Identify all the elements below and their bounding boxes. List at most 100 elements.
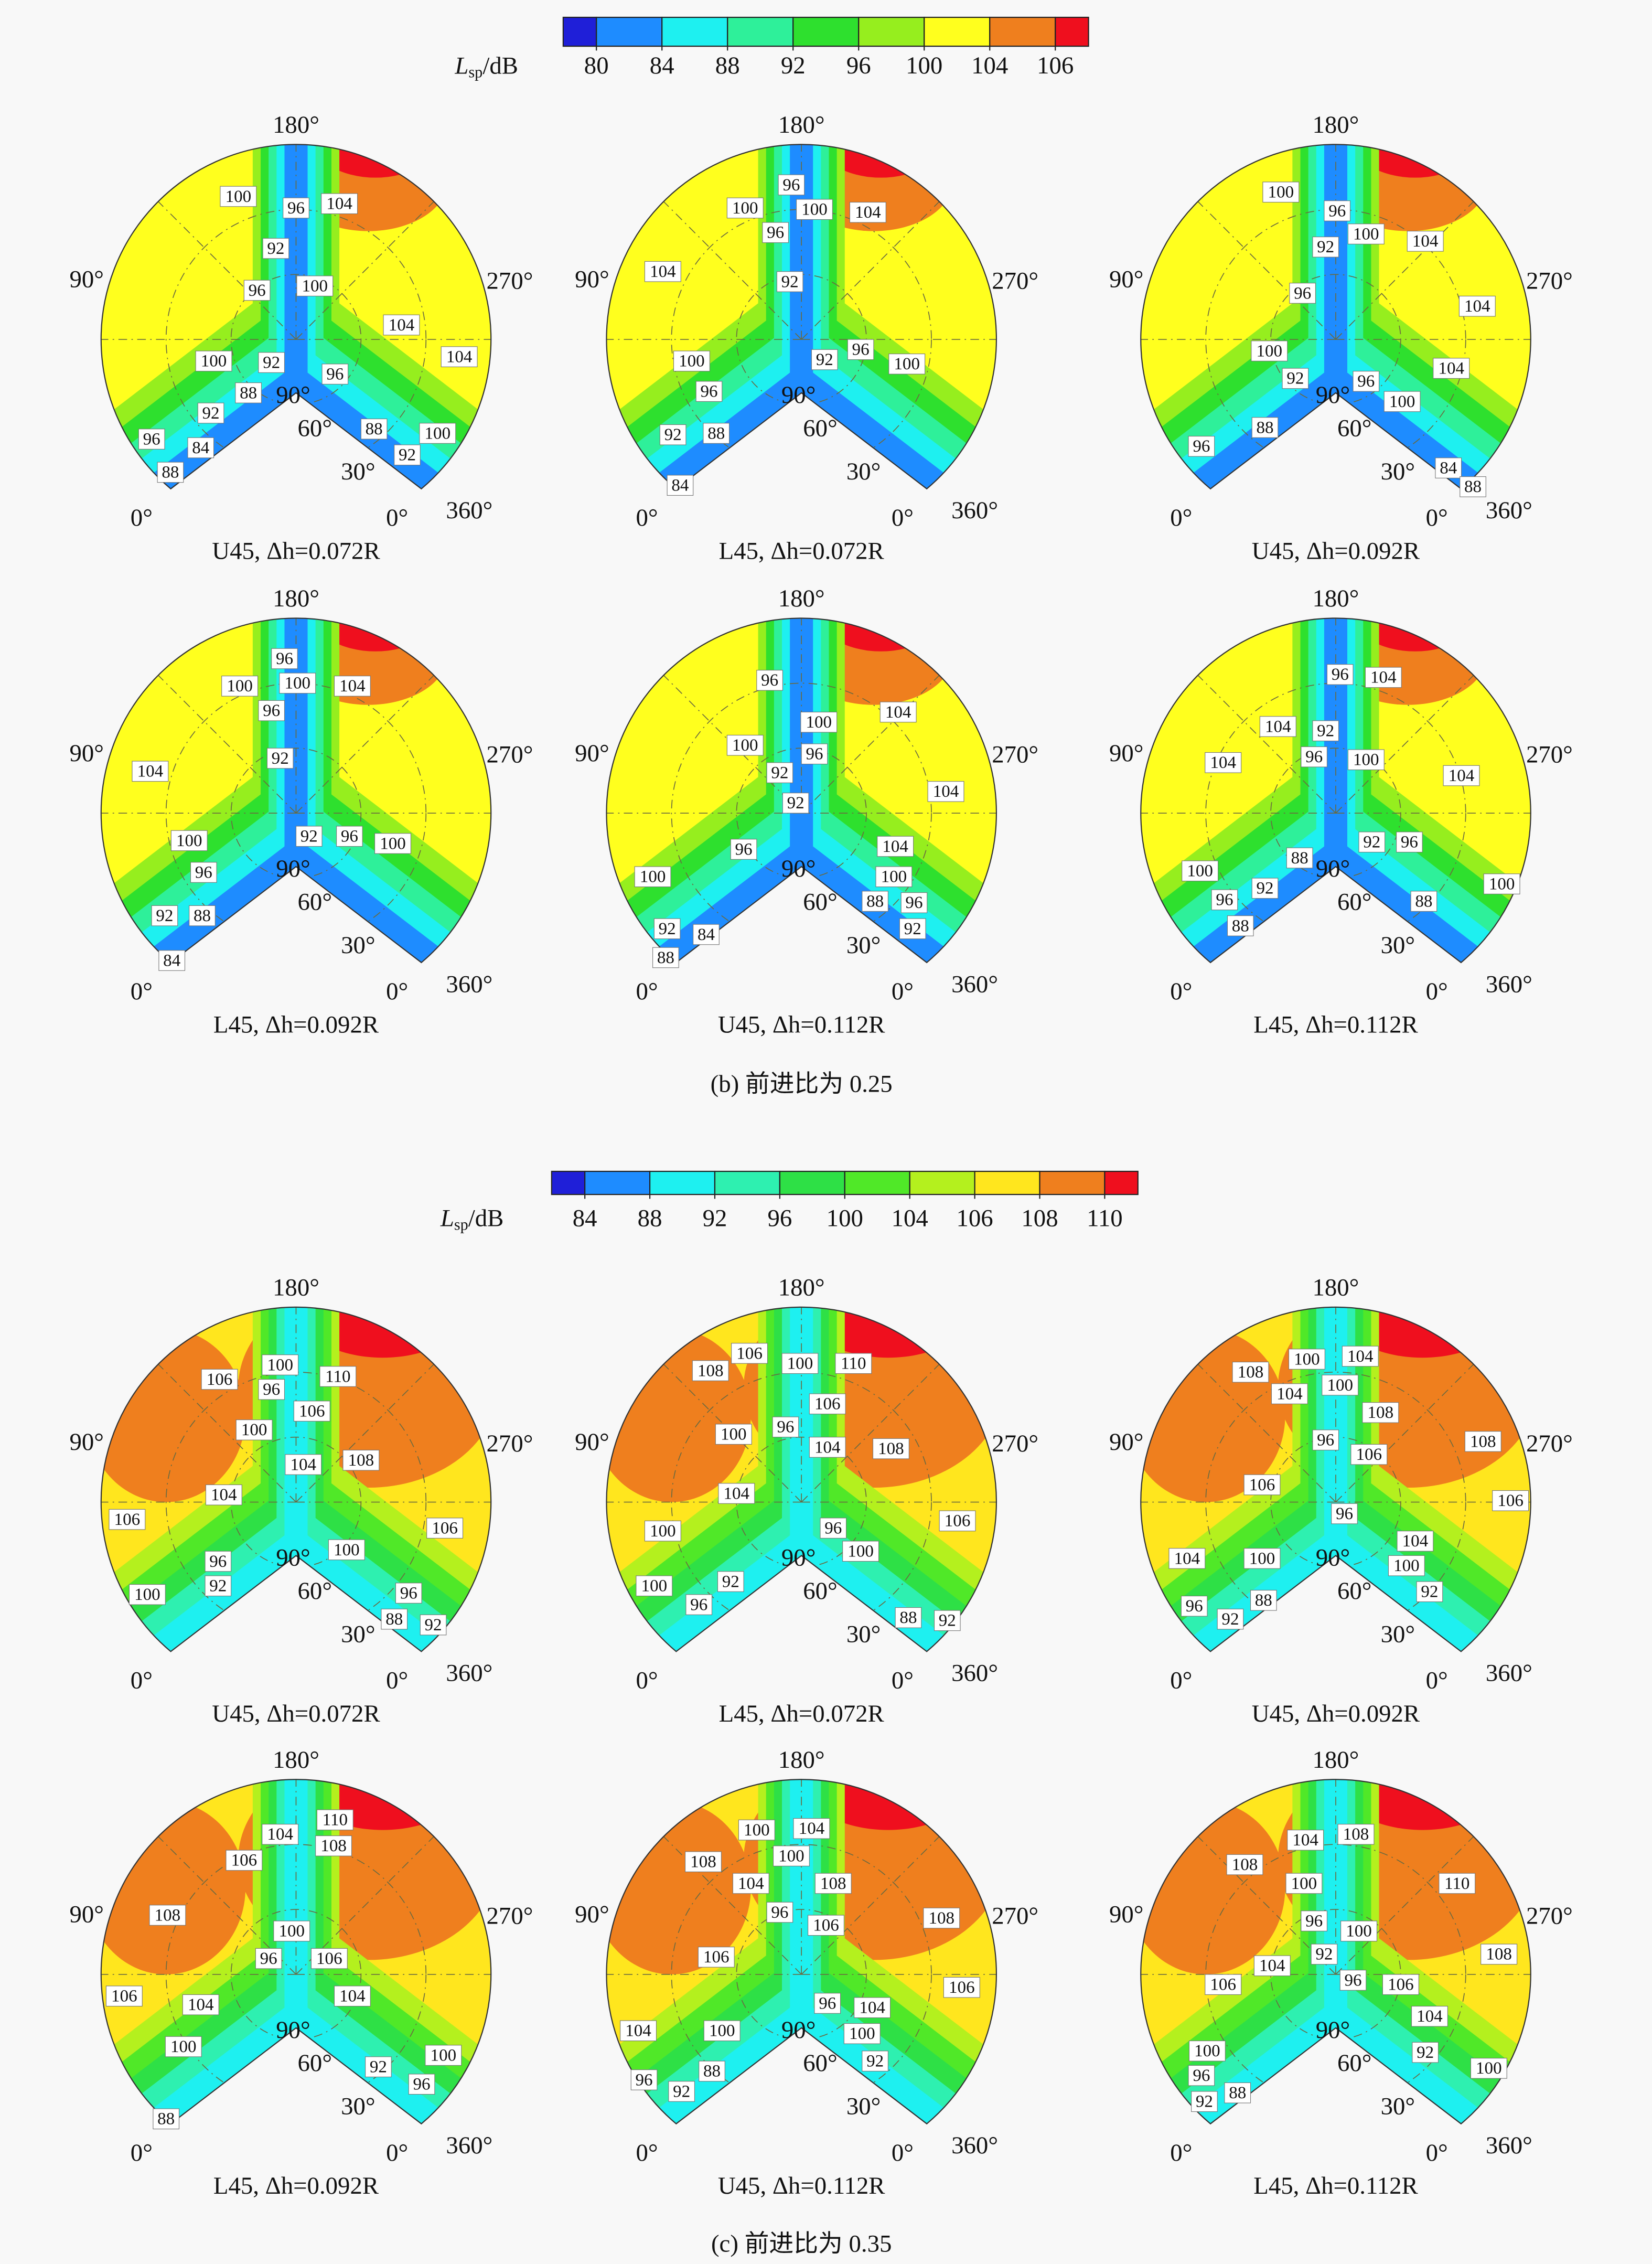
contour-label: 96 (1332, 665, 1349, 684)
angle-label: 90° (1109, 266, 1144, 293)
polar-grid (1335, 1364, 1474, 1503)
plot-title: U45, Δh=0.092R (1252, 537, 1420, 564)
contour-label-box (408, 2074, 435, 2095)
angle-label: 360° (1486, 1660, 1532, 1687)
angle-label: 0° (636, 1667, 658, 1694)
contour-label-box (673, 350, 710, 372)
contour-label-box (1362, 1402, 1399, 1423)
contour-label: 100 (801, 200, 828, 219)
contour-label: 108 (820, 1874, 846, 1893)
contour-label-box (684, 1851, 722, 1872)
contour-label: 88 (385, 1610, 403, 1629)
angle-label: 360° (446, 497, 492, 524)
contour-band (606, 1329, 751, 1502)
contour-label-box (693, 924, 720, 945)
polar-grid (671, 209, 932, 470)
contour-label: 96 (1401, 833, 1418, 852)
contour-label-box (849, 201, 886, 223)
contour-label: 106 (813, 1916, 839, 1935)
contour-label: 104 (137, 762, 164, 781)
contour-label: 100 (1353, 225, 1379, 243)
contour-label: 104 (1210, 753, 1236, 772)
contour-label-box (293, 1401, 330, 1422)
colorbar-tick-label: 96 (767, 1204, 792, 1232)
contour-label: 100 (1187, 862, 1213, 881)
angle-label: 90° (1316, 1544, 1350, 1571)
contour-label-box (766, 1902, 793, 1923)
contour-label-box (630, 2069, 658, 2090)
contour-label: 100 (894, 355, 920, 373)
contour-label-box (1492, 1490, 1529, 1511)
contour-label: 100 (721, 1425, 747, 1444)
angle-label: 60° (1337, 414, 1372, 442)
contour-label: 104 (1449, 766, 1475, 785)
colorbar-segment (1039, 1170, 1106, 1195)
contour-label: 104 (625, 2022, 651, 2041)
contour-label-box (1224, 2082, 1251, 2103)
contour-label: 100 (1327, 1376, 1353, 1395)
colorbar-segment (779, 1170, 845, 1195)
contour-label: 92 (722, 1572, 739, 1591)
contour-label-box (258, 1379, 285, 1400)
contour-label-box (847, 339, 874, 360)
contour-label: 100 (176, 831, 202, 850)
contour-label-box (766, 762, 793, 783)
contour-label-box (132, 761, 169, 782)
angle-label: 90° (69, 266, 104, 293)
colorbar-tick-label: 84 (650, 52, 674, 79)
label-symbol: L (440, 1204, 454, 1232)
contour-label: 100 (1353, 751, 1379, 770)
panel-caption: (c) 前进比为 0.35 (711, 2230, 892, 2257)
contour-label: 88 (366, 420, 383, 439)
angle-label: 180° (1312, 585, 1359, 612)
contour-label: 96 (761, 671, 778, 690)
contour-label-box (109, 1509, 146, 1530)
contour-label: 106 (432, 1519, 458, 1537)
angle-label: 0° (892, 2139, 914, 2166)
contour-label: 96 (819, 1994, 836, 2013)
contour-label-box (800, 711, 838, 733)
angle-label: 90° (1316, 855, 1350, 882)
colorbar-segment (844, 1170, 910, 1195)
contour-label-box (1243, 1474, 1281, 1496)
angle-label: 60° (803, 2049, 838, 2077)
contour-label-box (644, 1520, 681, 1542)
angle-label: 180° (273, 1746, 319, 1774)
contour-label: 96 (1186, 1597, 1203, 1616)
contour-label-box (809, 1437, 846, 1458)
plot-outline (606, 144, 997, 490)
angle-label: 0° (386, 2139, 408, 2166)
polar-grid (801, 1364, 940, 1503)
contour-label-box (1353, 371, 1380, 392)
contour-label: 88 (1291, 849, 1308, 868)
colorbar-segment (562, 16, 597, 47)
contour-band (101, 1801, 246, 1974)
angle-label: 90° (276, 855, 310, 882)
contour-label: 104 (814, 1438, 841, 1457)
contour-label-box (814, 1993, 841, 2014)
contour-label: 92 (263, 353, 280, 372)
contour-label-box (1382, 1974, 1419, 1995)
contour-label: 84 (671, 476, 689, 495)
contour-label-box (1251, 417, 1279, 438)
contour-label: 88 (157, 2110, 175, 2129)
contour-label-box (149, 1905, 186, 1926)
contour-label: 104 (1347, 1347, 1374, 1366)
contour-label-box (1416, 1581, 1443, 1603)
contour-label-box (923, 1907, 960, 1929)
contour-label: 100 (1346, 1922, 1372, 1941)
contour-label-box (319, 1366, 357, 1387)
contour-label-box (1181, 1595, 1208, 1617)
contour-label: 110 (841, 1354, 866, 1373)
contour-label: 96 (1317, 1431, 1334, 1450)
polar-grid (671, 1371, 932, 1633)
plot-outline (1140, 144, 1531, 490)
angle-label: 360° (446, 970, 492, 998)
contour-label-box (262, 1354, 299, 1375)
contour-label: 106 (703, 1948, 730, 1967)
contour-label: 100 (425, 424, 451, 443)
contour-label-box (1460, 476, 1486, 497)
angle-label: 360° (1486, 497, 1532, 524)
polar-plot (101, 144, 491, 489)
contour-label-box (653, 918, 681, 939)
